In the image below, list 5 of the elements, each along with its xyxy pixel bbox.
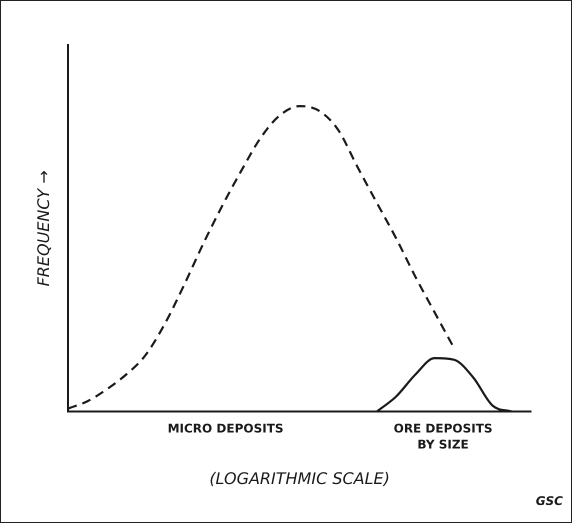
text: MICRO DEPOSITS [168, 422, 284, 436]
y-axis-title: FREQUENCY → [34, 170, 53, 286]
x-axis-title: (LOGARITHMIC SCALE) [209, 468, 390, 488]
text: ORE DEPOSITS BY SIZE [394, 422, 493, 452]
text: GSC [536, 494, 564, 508]
